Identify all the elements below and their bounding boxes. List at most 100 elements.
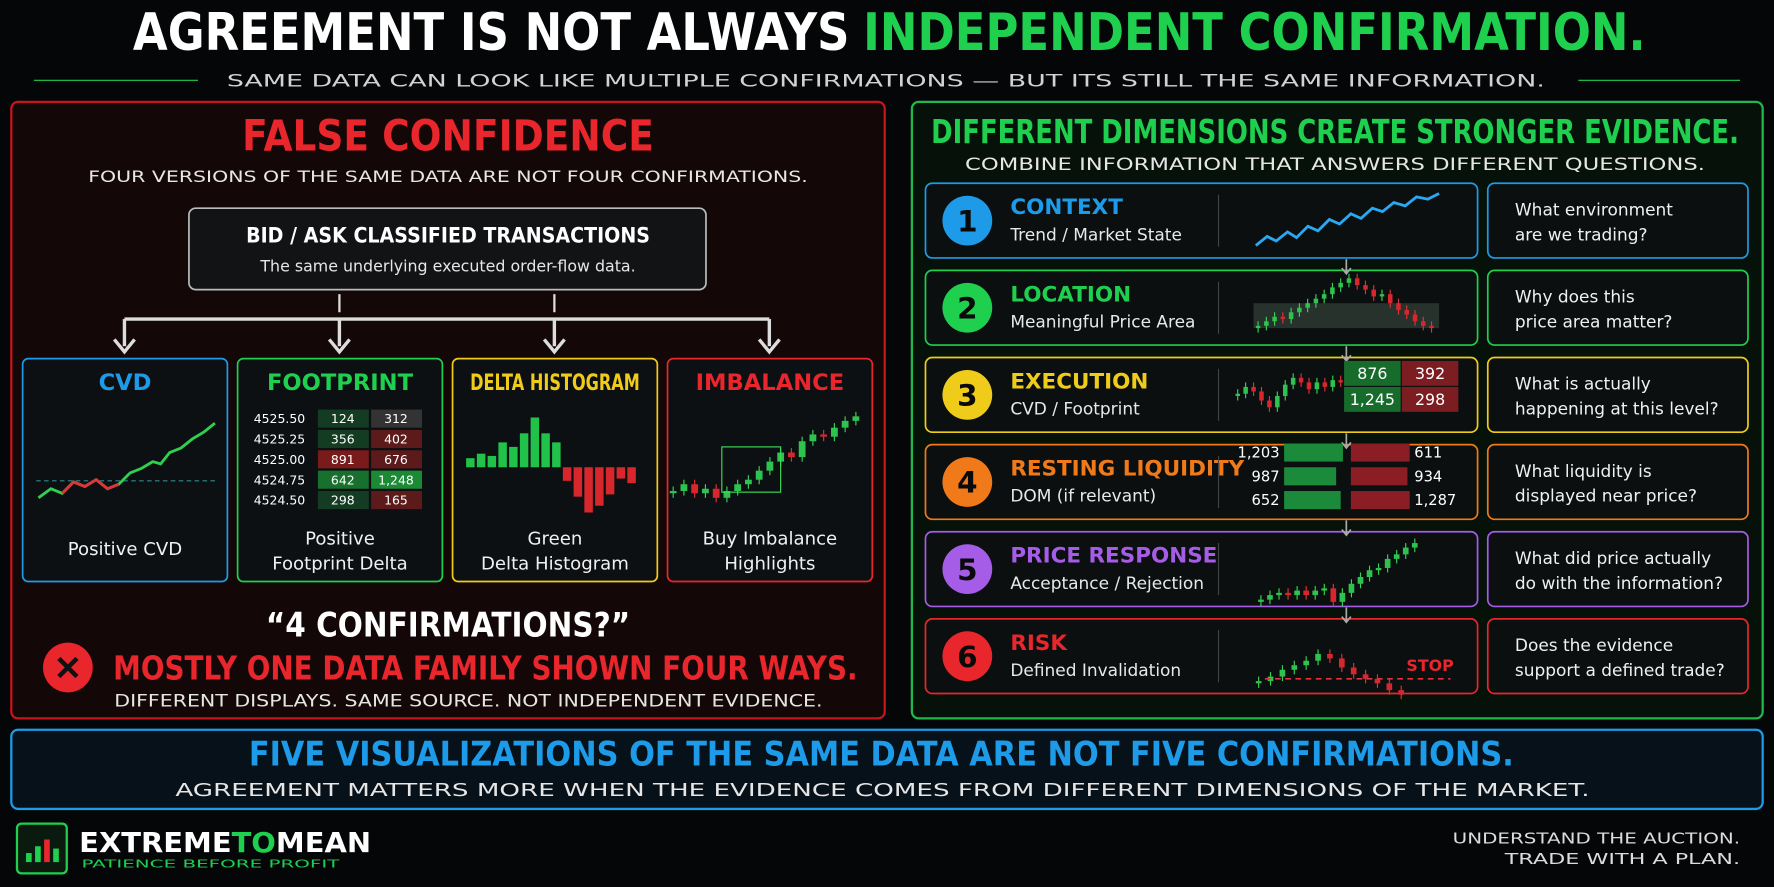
number-badge bbox=[942, 457, 993, 507]
histogram-bar bbox=[552, 442, 561, 468]
highlight bbox=[721, 446, 782, 493]
candle bbox=[1404, 309, 1410, 315]
row-number: 6 bbox=[957, 640, 977, 674]
candle bbox=[1275, 395, 1280, 408]
candle bbox=[1398, 690, 1405, 695]
candle bbox=[1350, 667, 1357, 675]
candle bbox=[1285, 592, 1291, 596]
histogram-bar bbox=[573, 467, 583, 497]
cell bbox=[371, 450, 423, 469]
motto: UNDERSTAND THE AUCTION. bbox=[1453, 830, 1740, 847]
row-question: What did price actually bbox=[1515, 549, 1711, 569]
candle bbox=[1279, 669, 1286, 677]
row-title: EXECUTION bbox=[1010, 369, 1148, 394]
logo-bar bbox=[35, 846, 41, 863]
candle bbox=[1303, 660, 1310, 666]
table-cell: 298 bbox=[1415, 390, 1445, 409]
dom-value: 1,203 bbox=[1238, 445, 1280, 462]
banner-subtitle: AGREEMENT MATTERS MORE WHEN THE EVIDENCE… bbox=[175, 780, 1589, 801]
candle bbox=[1366, 570, 1373, 578]
candle bbox=[1272, 316, 1277, 322]
candle bbox=[1338, 380, 1343, 383]
candle bbox=[1291, 665, 1298, 670]
row-question: are we trading? bbox=[1515, 225, 1648, 245]
candle bbox=[1387, 294, 1393, 304]
row-question: Why does this bbox=[1515, 288, 1635, 308]
histogram-bar bbox=[541, 433, 550, 468]
banner bbox=[10, 728, 1764, 811]
candle bbox=[1290, 377, 1296, 385]
row-subtitle: DOM (if relevant) bbox=[1010, 487, 1156, 507]
row-number: 5 bbox=[957, 553, 977, 587]
candle bbox=[1294, 590, 1300, 596]
table-cell: 124 bbox=[331, 411, 355, 426]
flow-arrow bbox=[1341, 259, 1352, 276]
flow-arrow bbox=[1341, 520, 1352, 537]
candle bbox=[1363, 285, 1368, 290]
table-cell: 1,245 bbox=[1350, 390, 1395, 409]
source-text: The same underlying executed order-flow … bbox=[259, 257, 635, 276]
card-title: CVD bbox=[99, 370, 152, 396]
cell bbox=[317, 470, 369, 489]
row-title: RISK bbox=[1010, 631, 1068, 656]
source-title: BID / ASK CLASSIFIED TRANSACTIONS bbox=[246, 223, 650, 248]
table-cell: 642 bbox=[331, 472, 355, 487]
question-box bbox=[1486, 356, 1749, 434]
table-cell: 676 bbox=[384, 452, 408, 467]
row-title: CONTEXT bbox=[1010, 195, 1123, 220]
arrow-head bbox=[542, 338, 566, 355]
card-caption: Positive bbox=[305, 529, 375, 550]
candle bbox=[1314, 382, 1320, 390]
panel-title: FALSE CONFIDENCE bbox=[242, 112, 654, 162]
candle bbox=[1357, 577, 1364, 584]
question-box bbox=[1486, 182, 1749, 259]
row-number: 3 bbox=[957, 379, 977, 413]
row-question: What liquidity is bbox=[1515, 462, 1652, 482]
card-caption: Green bbox=[528, 529, 583, 550]
card-title: FOOTPRINT bbox=[267, 370, 414, 396]
histogram-bar bbox=[530, 417, 540, 468]
candle bbox=[1375, 567, 1382, 571]
banner-title: FIVE VISUALIZATIONS OF THE SAME DATA ARE… bbox=[249, 734, 1514, 774]
title-part: AGREEMENT IS NOT ALWAYS bbox=[133, 3, 850, 63]
logo bbox=[15, 822, 68, 875]
candle bbox=[820, 434, 828, 437]
table-cell: 298 bbox=[331, 493, 355, 508]
table-cell: 4525.50 bbox=[254, 411, 306, 426]
row-question: price area matter? bbox=[1515, 312, 1673, 332]
candle bbox=[1421, 321, 1426, 326]
table-cell: 356 bbox=[331, 432, 355, 447]
candle bbox=[1315, 653, 1321, 661]
row-number: 1 bbox=[957, 204, 977, 238]
candle bbox=[702, 488, 709, 494]
source-box bbox=[188, 207, 707, 291]
histogram-bar bbox=[487, 455, 497, 468]
candle bbox=[1235, 393, 1240, 396]
candle bbox=[1282, 384, 1288, 396]
candle bbox=[680, 484, 688, 492]
row-question: What environment bbox=[1515, 200, 1673, 220]
candle bbox=[1339, 592, 1346, 602]
row-title: LOCATION bbox=[1010, 282, 1131, 307]
candle bbox=[1338, 282, 1343, 288]
motto: TRADE WITH A PLAN. bbox=[1503, 851, 1740, 868]
candle bbox=[745, 479, 752, 485]
trend-line bbox=[1254, 192, 1440, 247]
candle bbox=[1298, 377, 1304, 383]
question-box bbox=[1486, 443, 1749, 521]
histogram-bar bbox=[562, 467, 572, 481]
cvd-red bbox=[61, 477, 120, 495]
candle bbox=[841, 420, 849, 428]
candle bbox=[830, 427, 838, 437]
card-caption: Positive CVD bbox=[68, 539, 182, 560]
candle bbox=[1280, 316, 1286, 320]
card-caption: Footprint Delta bbox=[272, 554, 408, 575]
histogram-bar bbox=[627, 467, 636, 484]
dom-bar bbox=[1284, 491, 1341, 510]
candle bbox=[798, 441, 806, 458]
question-box bbox=[1486, 530, 1749, 608]
dom-value: 934 bbox=[1414, 468, 1442, 485]
candle bbox=[1338, 658, 1345, 668]
table-cell: 4524.50 bbox=[254, 493, 306, 508]
tagline: PATIENCE BEFORE PROFIT bbox=[81, 859, 340, 870]
